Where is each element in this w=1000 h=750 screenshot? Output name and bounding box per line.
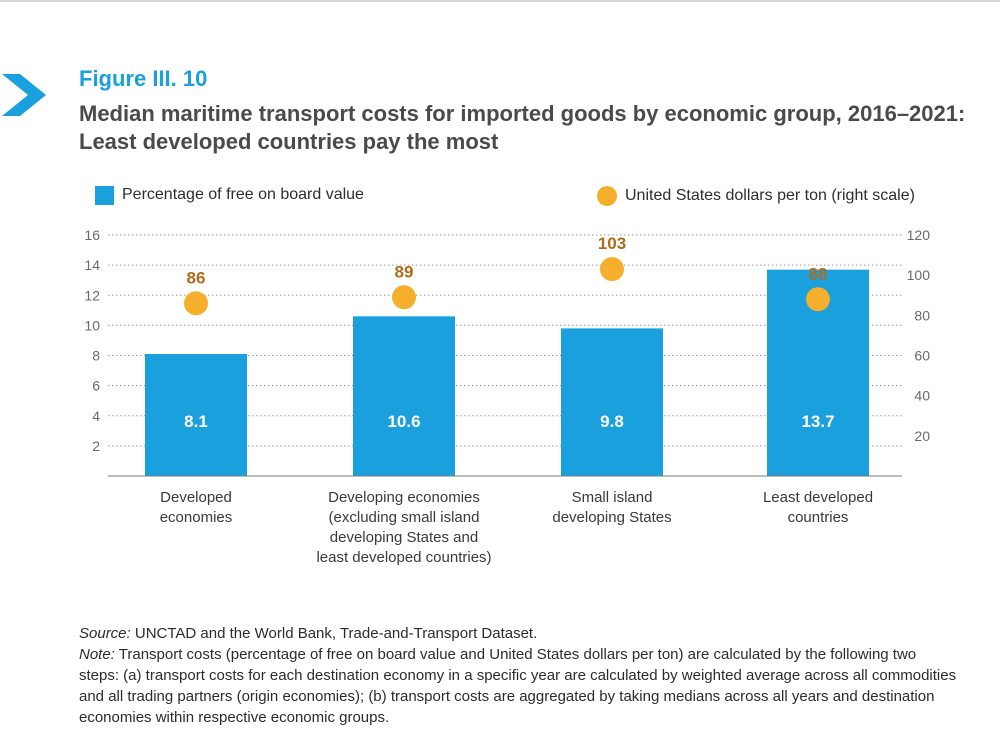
category-label: Small island developing States <box>552 489 671 526</box>
dot-point <box>600 257 624 282</box>
bar <box>561 328 663 476</box>
dot-point <box>806 287 830 312</box>
figure-label: Figure III. 10 <box>79 66 208 91</box>
category-label-line: economies <box>160 509 233 526</box>
note-text: Transport costs (percentage of free on b… <box>79 646 957 726</box>
bar-value-label: 9.8 <box>600 412 624 431</box>
bar-value-label: 8.1 <box>184 412 208 431</box>
y-right-tick-label: 100 <box>907 267 931 283</box>
source-note: Source: UNCTAD and the World Bank, Trade… <box>79 623 959 644</box>
chevron-icon <box>2 74 46 116</box>
bar-value-label: 10.6 <box>387 412 420 431</box>
top-rule <box>0 0 1000 2</box>
y-left-tick-label: 8 <box>92 348 100 364</box>
category-label-line: countries <box>788 509 849 526</box>
source-prefix: Source: <box>79 625 131 642</box>
category-label-line: (excluding small island <box>329 509 480 526</box>
category-label-line: Developed <box>160 489 232 506</box>
y-right-tick-label: 120 <box>907 227 931 243</box>
legend-bar-label: Percentage of free on board value <box>122 186 364 203</box>
bar <box>353 316 455 476</box>
category-label: Developing economies (excluding small isl… <box>316 489 491 566</box>
category-label-line: Small island <box>572 489 653 506</box>
y-left-tick-label: 6 <box>92 378 100 394</box>
y-left-tick-label: 4 <box>92 408 100 424</box>
y-left-tick-label: 14 <box>84 257 100 273</box>
y-left-tick-label: 12 <box>84 287 100 303</box>
dot-point <box>184 291 208 316</box>
bar-value-label: 13.7 <box>801 412 834 431</box>
category-label-line: Developing economies <box>328 489 480 506</box>
note-prefix: Note: <box>79 646 115 663</box>
dot-value-label: 88 <box>809 264 828 283</box>
legend-dot-label: United States dollars per ton (right sca… <box>625 187 915 204</box>
footnotes: Source: UNCTAD and the World Bank, Trade… <box>79 623 959 728</box>
y-left-tick-label: 16 <box>84 227 100 243</box>
category-label-line: developing States and <box>330 529 478 546</box>
category-label-line: Least developed <box>763 489 873 506</box>
y-right-tick-label: 60 <box>914 348 930 364</box>
category-label: Least developed countries <box>763 489 873 526</box>
bar-chart: 2 4 6 8 10 12 14 16 20 40 60 80 100 120 8.1 10.6 9.8 13.7… <box>84 227 931 566</box>
legend-dot-swatch <box>597 186 617 206</box>
category-label-line: least developed countries) <box>316 549 491 566</box>
dot-value-label: 86 <box>187 268 206 287</box>
y-left-tick-label: 10 <box>84 317 100 333</box>
y-left-tick-label: 2 <box>92 438 100 454</box>
source-text: UNCTAD and the World Bank, Trade-and-Tra… <box>130 625 538 642</box>
y-right-tick-label: 20 <box>914 428 930 444</box>
dot-value-label: 103 <box>598 234 626 253</box>
figure-title: Median maritime transport costs for impo… <box>79 101 966 154</box>
category-label: Developed economies <box>160 489 233 526</box>
y-right-tick-label: 80 <box>914 307 930 323</box>
bar <box>145 353 247 476</box>
dot-value-label: 89 <box>395 262 414 281</box>
dot-point <box>392 285 416 310</box>
method-note: Note: Transport costs (percentage of fre… <box>79 644 959 728</box>
category-label-line: developing States <box>552 509 671 526</box>
legend-bar-swatch <box>95 186 114 205</box>
y-right-tick-label: 40 <box>914 388 930 404</box>
